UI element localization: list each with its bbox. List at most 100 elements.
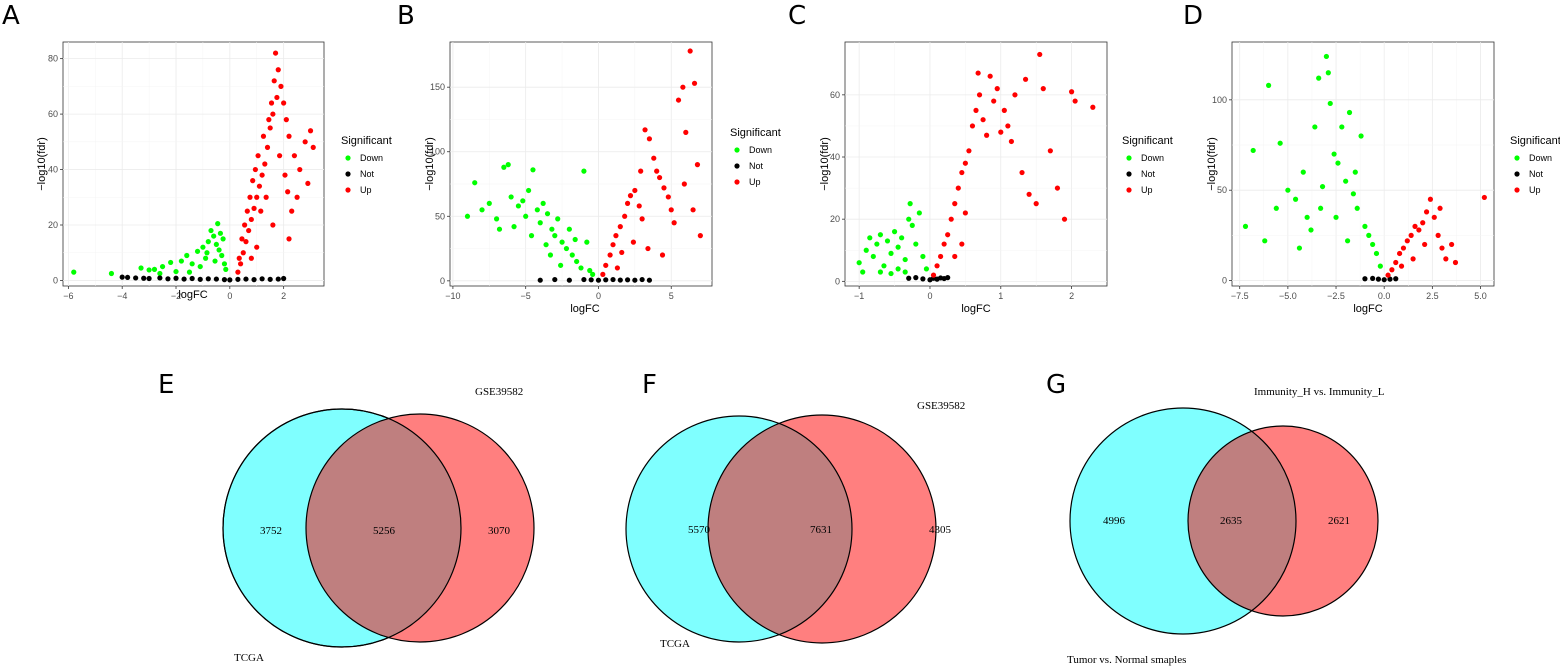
x-ticks-c: −1 0 1 2	[854, 286, 1074, 301]
point-down-d-28	[1377, 263, 1383, 269]
x-tick-label-a-2: −2	[171, 291, 181, 301]
point-up-c-15	[984, 132, 990, 138]
x-tick-label-d-3: 0.0	[1378, 291, 1391, 301]
point-up-d-13	[1435, 232, 1441, 238]
point-down-b-4	[493, 216, 500, 222]
point-up-d-22	[1437, 205, 1443, 211]
point-up-c-29	[1047, 148, 1053, 154]
venn-value-intersection-g: 2635	[1220, 515, 1243, 527]
legend-label-up-d: Up	[1529, 185, 1541, 195]
point-up-c-39	[952, 253, 958, 260]
point-not-a-10	[197, 276, 203, 282]
point-up-c-36	[975, 70, 981, 76]
legend-key-down-c	[1126, 155, 1132, 161]
point-up-a-2	[240, 250, 246, 256]
point-down-d-5	[1277, 140, 1283, 146]
point-down-b-29	[590, 271, 596, 277]
y-ticks-a: 0 20 40 60 80	[48, 54, 63, 285]
point-down-d-10	[1312, 124, 1318, 130]
point-not-c-2	[920, 276, 926, 282]
point-up-b-34	[638, 168, 644, 174]
point-down-a-5	[159, 263, 166, 270]
legend-label-up-a: Up	[360, 185, 372, 195]
point-not-a-18	[259, 276, 265, 282]
y-axis-title-a: −log10(fdr)	[36, 137, 48, 191]
point-not-b-9	[624, 277, 631, 283]
point-down-d-26	[1370, 241, 1376, 248]
point-up-a-40	[263, 194, 269, 200]
y-ticks-d: 0 50 100	[1212, 95, 1232, 286]
point-down-a-17	[213, 241, 219, 248]
point-up-b-2	[607, 252, 613, 258]
x-ticks-b: −10 −5 0 5	[445, 286, 674, 301]
point-down-c-12	[899, 235, 905, 241]
y-tick-label-d-0: 0	[1222, 276, 1227, 286]
legend-title-b: Significant	[730, 127, 781, 139]
point-down-b-22	[566, 226, 572, 232]
x-tick-label-d-0: −7.5	[1231, 291, 1249, 301]
point-down-d-21	[1350, 191, 1356, 197]
point-up-a-33	[255, 153, 261, 159]
point-up-c-13	[976, 92, 983, 98]
point-down-b-10	[523, 213, 529, 219]
point-not-a-17	[251, 277, 257, 283]
point-up-a-4	[246, 227, 252, 234]
point-down-d-18	[1339, 124, 1345, 130]
point-down-b-27	[584, 239, 590, 245]
point-not-b-3	[581, 276, 587, 283]
point-down-a-6	[168, 259, 174, 266]
point-up-b-22	[680, 84, 686, 90]
x-tick-label-b-0: −10	[445, 291, 460, 301]
legend-key-not-c	[1126, 171, 1132, 177]
point-not-a-14	[227, 277, 233, 283]
point-up-a-29	[271, 78, 277, 84]
y-axis-title-c: −log10(fdr)	[819, 137, 831, 191]
point-up-a-24	[310, 144, 316, 150]
point-down-d-17	[1335, 160, 1341, 166]
point-down-d-22	[1354, 205, 1360, 211]
point-not-b-10	[632, 277, 638, 283]
y-tick-label-a-4: 80	[48, 54, 58, 64]
point-up-b-25	[691, 80, 698, 86]
point-down-c-7	[881, 263, 887, 269]
point-down-a-27	[204, 250, 210, 256]
x-tick-label-b-3: 5	[669, 291, 674, 301]
point-down-d-1	[1250, 147, 1256, 154]
legend-key-not-b	[734, 163, 740, 169]
point-up-a-19	[286, 133, 292, 139]
point-down-c-18	[916, 210, 922, 216]
point-up-b-33	[659, 252, 666, 258]
point-down-b-11	[526, 187, 532, 194]
point-up-a-30	[268, 100, 275, 106]
x-tick-label-d-1: −5.0	[1279, 291, 1297, 301]
point-down-d-31	[1333, 214, 1339, 220]
legend-label-down-b: Down	[749, 145, 772, 155]
point-up-c-37	[962, 210, 968, 216]
point-not-a-9	[189, 275, 195, 282]
point-down-b-20	[559, 239, 565, 245]
legend-key-up-d	[1514, 187, 1520, 193]
legend-label-up-c: Up	[1141, 185, 1153, 195]
point-down-a-13	[203, 255, 209, 261]
point-up-a-28	[274, 94, 280, 101]
point-up-d-6	[1408, 232, 1414, 238]
point-up-b-5	[617, 224, 623, 230]
point-down-d-24	[1362, 223, 1368, 229]
venn-label-right-e: GSE39582	[475, 386, 523, 398]
point-down-b-14	[537, 220, 543, 226]
point-down-b-23	[569, 252, 575, 258]
point-not-d-4	[1387, 276, 1393, 282]
x-tick-label-c-1: 0	[927, 291, 932, 301]
volcano-plot-c: C −1 0 1 2 0 20 40 60 logFC −log10(fdr) Signif…	[788, 1, 1173, 315]
point-down-d-34	[1318, 205, 1324, 211]
point-up-b-13	[646, 136, 653, 142]
point-up-a-43	[282, 172, 288, 178]
point-up-a-9	[259, 172, 265, 178]
point-up-a-34	[252, 166, 258, 173]
x-tick-label-c-3: 2	[1069, 291, 1074, 301]
point-not-c-1	[913, 275, 919, 281]
point-up-b-35	[614, 265, 620, 271]
x-tick-label-a-1: −4	[117, 291, 127, 301]
point-up-c-6	[952, 201, 958, 207]
point-not-c-0	[906, 275, 912, 281]
